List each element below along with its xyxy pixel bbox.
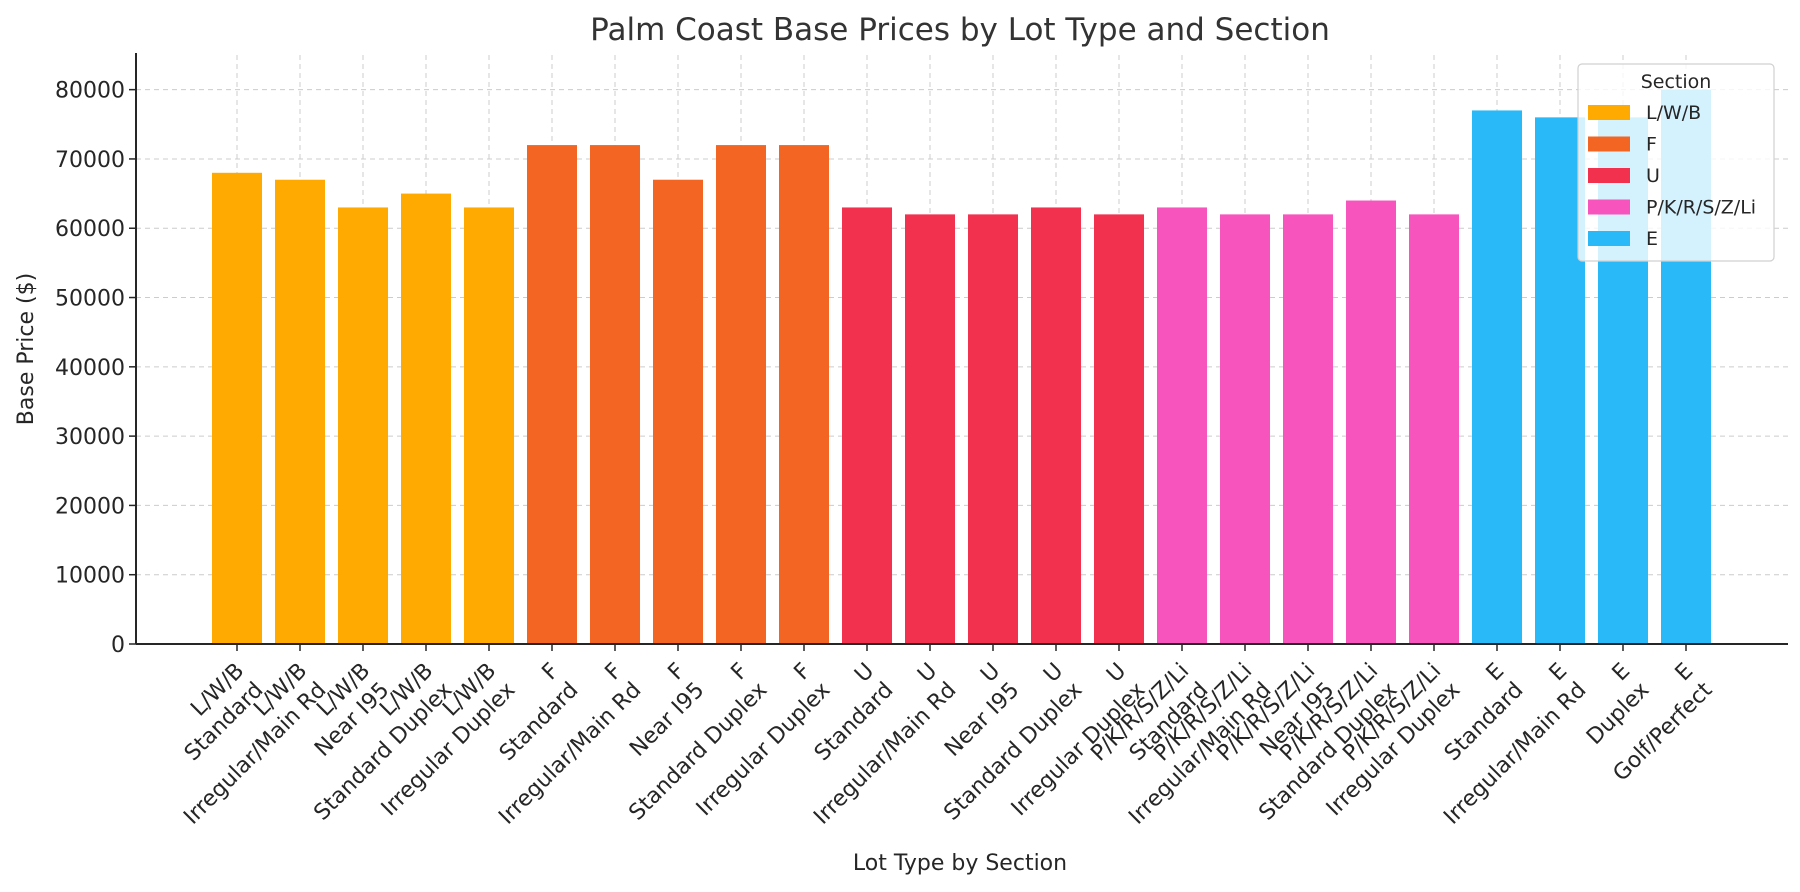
bar — [401, 193, 451, 644]
bar — [1031, 207, 1081, 644]
y-axis-title: Base Price ($) — [14, 273, 39, 425]
y-tick-label: 80000 — [55, 79, 125, 104]
bar — [716, 145, 766, 645]
legend-label: F — [1646, 134, 1657, 156]
y-tick-label: 0 — [111, 633, 125, 658]
bar — [653, 179, 703, 644]
chart-title: Palm Coast Base Prices by Lot Type and S… — [590, 12, 1330, 48]
bar — [1409, 214, 1459, 644]
y-tick-label: 30000 — [55, 425, 125, 450]
legend-label: L/W/B — [1646, 102, 1701, 124]
y-tick-label: 20000 — [55, 494, 125, 519]
legend-swatch — [1588, 168, 1630, 183]
bar — [1472, 110, 1522, 644]
bar — [1157, 207, 1207, 644]
bar — [1283, 214, 1333, 644]
legend-label: U — [1646, 165, 1660, 187]
x-axis-title: Lot Type by Section — [853, 851, 1067, 876]
legend-swatch — [1588, 136, 1630, 152]
bar — [968, 214, 1018, 644]
y-tick-label: 10000 — [55, 564, 125, 589]
bar — [1535, 117, 1585, 645]
legend-label: E — [1646, 228, 1658, 250]
axes — [129, 53, 1788, 651]
bar — [905, 214, 955, 644]
bar — [779, 145, 829, 645]
legend-swatch — [1588, 231, 1630, 246]
y-tick-label: 50000 — [55, 287, 125, 312]
legend-label: P/K/R/S/Z/Li — [1646, 197, 1756, 219]
bar — [590, 145, 640, 645]
bar — [338, 207, 388, 644]
bar — [527, 145, 577, 645]
bar — [1346, 200, 1396, 645]
bar — [275, 179, 325, 644]
bar — [1220, 214, 1270, 644]
bar — [464, 207, 514, 644]
y-tick-label: 70000 — [55, 148, 125, 173]
y-tick-labels: 0 10000 20000 30000 40000 50000 60000 70000 8000… — [55, 79, 125, 658]
y-tick-label: 60000 — [55, 217, 125, 242]
bars — [212, 89, 1711, 645]
legend: Section L/W/B FU P/K/R/S/Z/Li E — [1577, 63, 1775, 262]
bar — [212, 172, 262, 645]
legend-title: Section — [1641, 71, 1712, 93]
bar — [1094, 214, 1144, 644]
legend-swatch — [1588, 199, 1630, 215]
legend-swatch — [1588, 105, 1630, 120]
bar — [842, 207, 892, 644]
y-tick-label: 40000 — [55, 356, 125, 381]
